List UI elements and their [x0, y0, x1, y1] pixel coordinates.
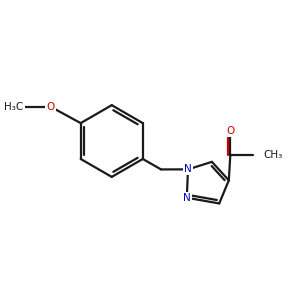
Text: O: O [46, 102, 55, 112]
Text: N: N [184, 164, 192, 174]
Text: CH₃: CH₃ [263, 150, 282, 160]
Text: O: O [226, 126, 234, 136]
Text: H₃C: H₃C [4, 102, 24, 112]
Text: N: N [183, 193, 191, 203]
